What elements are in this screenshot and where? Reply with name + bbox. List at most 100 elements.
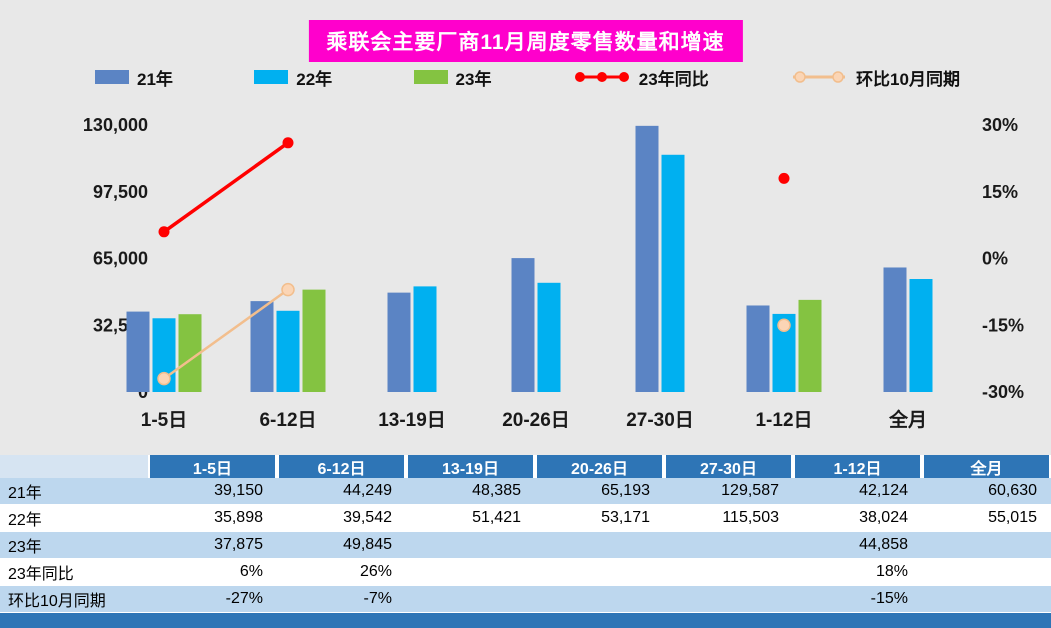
table-cell xyxy=(922,559,1051,586)
table-cell xyxy=(664,559,793,586)
bar-21年 xyxy=(250,301,274,392)
category-label: 全月 xyxy=(888,408,927,431)
legend-item-23年: 23年 xyxy=(413,65,492,90)
bar-23年 xyxy=(798,299,822,392)
category-label: 6-12日 xyxy=(259,410,316,431)
table-cell: 37,875 xyxy=(148,532,277,559)
bar-21年 xyxy=(746,305,770,392)
combo-chart: 130,00097,50065,00032,500030%15%0%-15%-3… xyxy=(83,115,1024,431)
line-marker-环比10月同期 xyxy=(157,371,171,386)
table-cell: 42,124 xyxy=(793,478,922,505)
bar-21年 xyxy=(635,125,659,392)
legend-label: 23年 xyxy=(455,69,492,89)
table-cell: 18% xyxy=(793,559,922,586)
table-cell xyxy=(406,559,535,586)
table-cell: -27% xyxy=(148,586,277,613)
table-cell xyxy=(922,532,1051,559)
data-table: 1-5日 6-12日 13-19日 20-26日 27-30日 1-12日 全月 21年 39,… xyxy=(0,455,1051,613)
table-cell: -15% xyxy=(793,586,922,613)
table-cell: 26% xyxy=(277,559,406,586)
table-header-cell: 6-12日 xyxy=(277,455,406,478)
legend-label: 22年 xyxy=(296,69,333,89)
table-cell: 49,845 xyxy=(277,532,406,559)
legend-item-21年: 21年 xyxy=(95,65,173,90)
table-row-label: 21年 xyxy=(0,478,148,505)
table-cell xyxy=(664,586,793,613)
table-cell: 60,630 xyxy=(922,478,1051,505)
line-marker-环比10月同期 xyxy=(281,282,295,297)
table-cell: 6% xyxy=(148,559,277,586)
table-cell: 55,015 xyxy=(922,505,1051,532)
category-label: 1-12日 xyxy=(755,410,812,431)
legend-marker xyxy=(832,71,844,83)
legend-item-环比10月同期: 环比10月同期 xyxy=(790,65,960,90)
line-marker-23年同比 xyxy=(282,137,294,149)
category-label: 27-30日 xyxy=(626,410,694,431)
legend-label: 21年 xyxy=(137,69,173,89)
legend-item-23年同比: 23年同比 xyxy=(573,65,709,90)
legend-line-swatch-icon xyxy=(793,71,846,83)
legend-line-swatch-icon xyxy=(574,72,629,82)
legend-bar-swatch-icon xyxy=(413,70,448,84)
legend-bar-swatch-icon xyxy=(95,70,129,84)
line-marker-23年同比 xyxy=(778,172,790,184)
legend-label: 环比10月同期 xyxy=(856,69,960,89)
table-header-cell: 20-26日 xyxy=(535,455,664,478)
bar-23年 xyxy=(302,289,326,392)
bar-22年 xyxy=(413,286,437,392)
table-row-label: 环比10月同期 xyxy=(0,586,148,613)
table-row-label: 23年同比 xyxy=(0,559,148,586)
bar-22年 xyxy=(772,313,796,392)
legend-bar-swatch-icon xyxy=(254,70,289,84)
table-cell xyxy=(535,586,664,613)
legend-marker xyxy=(794,71,806,83)
left-axis-tick-label: 65,000 xyxy=(93,249,148,269)
right-axis-tick-label: 0% xyxy=(982,249,1008,269)
table-cell xyxy=(664,532,793,559)
bar-23年 xyxy=(178,314,202,392)
line-marker-环比10月同期 xyxy=(777,318,791,332)
table-row-label: 22年 xyxy=(0,505,148,532)
table-cell: 44,858 xyxy=(793,532,922,559)
line-segment-23年同比 xyxy=(162,141,290,234)
table-cell: 51,421 xyxy=(406,505,535,532)
bar-21年 xyxy=(126,311,150,392)
category-label: 20-26日 xyxy=(502,410,570,431)
left-axis-tick-label: 130,000 xyxy=(83,115,148,135)
legend-marker xyxy=(596,72,607,82)
bar-21年 xyxy=(883,267,907,392)
table-header-cell: 全月 xyxy=(922,455,1051,478)
bar-22年 xyxy=(537,282,561,392)
table-header-cell: 13-19日 xyxy=(406,455,535,478)
chart-legend: 21年 22年 23年 23年同比 环比10月同期 xyxy=(95,65,960,90)
legend-marker xyxy=(618,72,629,82)
legend-marker xyxy=(574,72,585,82)
table-cell: 129,587 xyxy=(664,478,793,505)
table-cell xyxy=(535,559,664,586)
right-axis-tick-label: 15% xyxy=(982,182,1018,202)
table-cell: 39,150 xyxy=(148,478,277,505)
left-axis-tick-label: 97,500 xyxy=(93,182,148,202)
table-cell: 53,171 xyxy=(535,505,664,532)
bar-21年 xyxy=(511,258,535,392)
table-cell xyxy=(535,532,664,559)
table-cell: 44,249 xyxy=(277,478,406,505)
table-cell xyxy=(922,586,1051,613)
bar-22年 xyxy=(276,310,300,392)
table-cell: 115,503 xyxy=(664,505,793,532)
table-cell: 35,898 xyxy=(148,505,277,532)
table-row-label: 23年 xyxy=(0,532,148,559)
table-cell xyxy=(406,586,535,613)
table-corner-cell xyxy=(0,455,148,478)
bar-22年 xyxy=(661,154,685,392)
right-axis-tick-label: 30% xyxy=(982,115,1018,135)
bar-21年 xyxy=(387,292,411,392)
table-cell: 38,024 xyxy=(793,505,922,532)
line-segment-环比10月同期 xyxy=(163,288,289,380)
bar-22年 xyxy=(909,279,933,392)
table-cell: -7% xyxy=(277,586,406,613)
table-footer-bar xyxy=(0,613,1051,628)
line-marker-23年同比 xyxy=(158,226,170,238)
table-header-cell: 1-5日 xyxy=(148,455,277,478)
